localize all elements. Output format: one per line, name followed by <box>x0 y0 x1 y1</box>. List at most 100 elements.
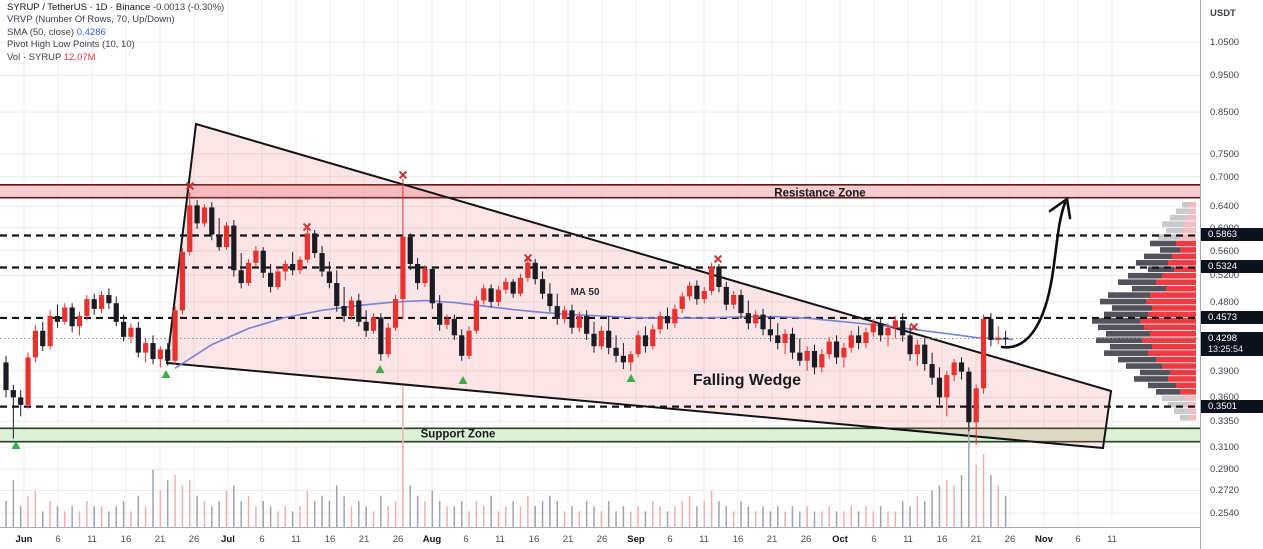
price-tick-label: 0.7000 <box>1210 172 1240 183</box>
candle <box>620 355 626 363</box>
volume-profile-down-segment <box>1182 227 1196 234</box>
volume-bar <box>12 480 15 527</box>
candle <box>488 288 494 302</box>
volume-profile-up-segment <box>1158 234 1180 240</box>
time-tick-label: 21 <box>766 534 778 545</box>
candle <box>223 225 230 248</box>
candle <box>10 390 16 398</box>
volume-bar <box>556 501 558 527</box>
volume-bar <box>446 506 448 527</box>
candle <box>738 295 744 314</box>
volume-bar <box>394 501 397 527</box>
volume-profile-up-segment <box>1098 324 1144 331</box>
volume-bar <box>696 506 698 527</box>
pivot-high-x-icon <box>909 322 919 332</box>
price-change: -0.0013 (-0.30%) <box>152 2 225 13</box>
candle <box>282 264 288 272</box>
volume-bar <box>850 506 852 527</box>
candle <box>54 316 61 322</box>
volume-bar <box>674 506 676 527</box>
time-tick-label: 6 <box>1075 534 1081 545</box>
support-zone <box>0 428 1200 442</box>
volume-bar <box>615 511 617 527</box>
legend-symbol-row[interactable]: SYRUP / TetherUS · 1D · Binance -0.0013 … <box>7 2 224 14</box>
volume-profile-up-segment <box>1104 350 1148 356</box>
volume-bar <box>269 506 272 527</box>
volume-profile-up-segment <box>1096 337 1142 344</box>
legend-volume-row[interactable]: Vol · SYRUP 12.07M <box>7 52 224 64</box>
volume-bar <box>725 506 728 527</box>
candle <box>481 288 487 301</box>
volume-profile-down-segment <box>1190 414 1196 421</box>
price-tick-label: 0.5200 <box>1210 270 1240 281</box>
legend-sma-row[interactable]: SMA (50, close) 0.4286 <box>7 27 224 39</box>
volume-bar <box>938 485 941 527</box>
candle <box>517 277 524 294</box>
time-tick-label: 21 <box>970 534 982 545</box>
volume-profile-down-segment <box>1172 253 1196 260</box>
pivot-high-x-icon <box>523 253 533 263</box>
volume-bar <box>189 480 191 527</box>
volume-bar <box>299 506 301 527</box>
volume-bar <box>42 511 44 527</box>
candle <box>121 321 127 337</box>
candle <box>657 316 663 330</box>
candle <box>32 330 38 358</box>
volume-profile-up-segment <box>1132 285 1166 292</box>
volume-bar <box>490 495 492 527</box>
time-tick-label: 11 <box>87 534 97 545</box>
volume-bar <box>152 469 154 527</box>
volume-bar <box>982 454 985 527</box>
candle <box>576 316 582 328</box>
volume-bar <box>681 501 683 527</box>
volume-bar <box>784 511 786 527</box>
legend-pivot-row[interactable]: Pivot High Low Points (10, 10) <box>7 39 224 51</box>
legend-vrvp-row[interactable]: VRVP (Number Of Rows, 70, Up/Down) <box>7 14 224 26</box>
volume-profile-down-segment <box>1166 285 1196 292</box>
resistance-zone-label: Resistance Zone <box>774 188 865 200</box>
candle <box>62 307 68 322</box>
candle <box>253 250 259 263</box>
volume-profile-up-segment <box>1106 331 1150 337</box>
volume-profile-down-segment <box>1156 279 1196 285</box>
price-level-badge: 0.5863 <box>1201 228 1263 241</box>
volume-profile-up-segment <box>1140 369 1170 376</box>
candle <box>98 295 105 309</box>
candle <box>716 266 722 287</box>
volume-profile-up-segment <box>1126 363 1162 369</box>
volume-profile-down-segment <box>1156 356 1196 363</box>
candle <box>422 268 428 284</box>
volume-profile-down-segment <box>1152 305 1196 311</box>
candle <box>25 357 31 405</box>
time-axis[interactable]: Jun 6 11 16 21 26 Jul 6 11 16 21 26 Aug 6 11 16 21 26 Sep 6… <box>0 527 1263 549</box>
price-tick-label: 0.2900 <box>1210 464 1240 475</box>
volume-profile-down-segment <box>1176 240 1196 247</box>
volume-bar <box>637 506 639 527</box>
volume-profile-up-segment <box>1092 318 1140 324</box>
ma50-label: MA 50 <box>570 287 600 298</box>
volume-bar <box>924 501 926 527</box>
volume-bar <box>975 464 977 527</box>
candle <box>84 299 90 317</box>
time-tick-label: Aug <box>422 534 442 545</box>
volume-profile-up-segment <box>1176 208 1188 215</box>
candle <box>106 295 112 304</box>
volume-bar <box>233 485 235 527</box>
candle <box>679 296 685 309</box>
time-tick-label: 26 <box>188 534 200 545</box>
candle <box>290 264 296 271</box>
volume-bar <box>791 506 794 527</box>
volume-profile-up-segment <box>1118 279 1156 285</box>
candle <box>69 307 75 327</box>
candle <box>797 352 803 361</box>
time-tick-label: Nov <box>1035 534 1053 545</box>
volume-bar <box>563 511 566 527</box>
price-axis[interactable]: USDT 1.0500 0.9500 0.8500 0.7500 0.7000 0.640… <box>1200 0 1263 549</box>
time-tick-label: 16 <box>732 534 744 545</box>
volume-bar <box>777 506 779 527</box>
candle <box>731 295 737 305</box>
candle <box>334 283 340 307</box>
time-tick-label: 26 <box>596 534 608 545</box>
